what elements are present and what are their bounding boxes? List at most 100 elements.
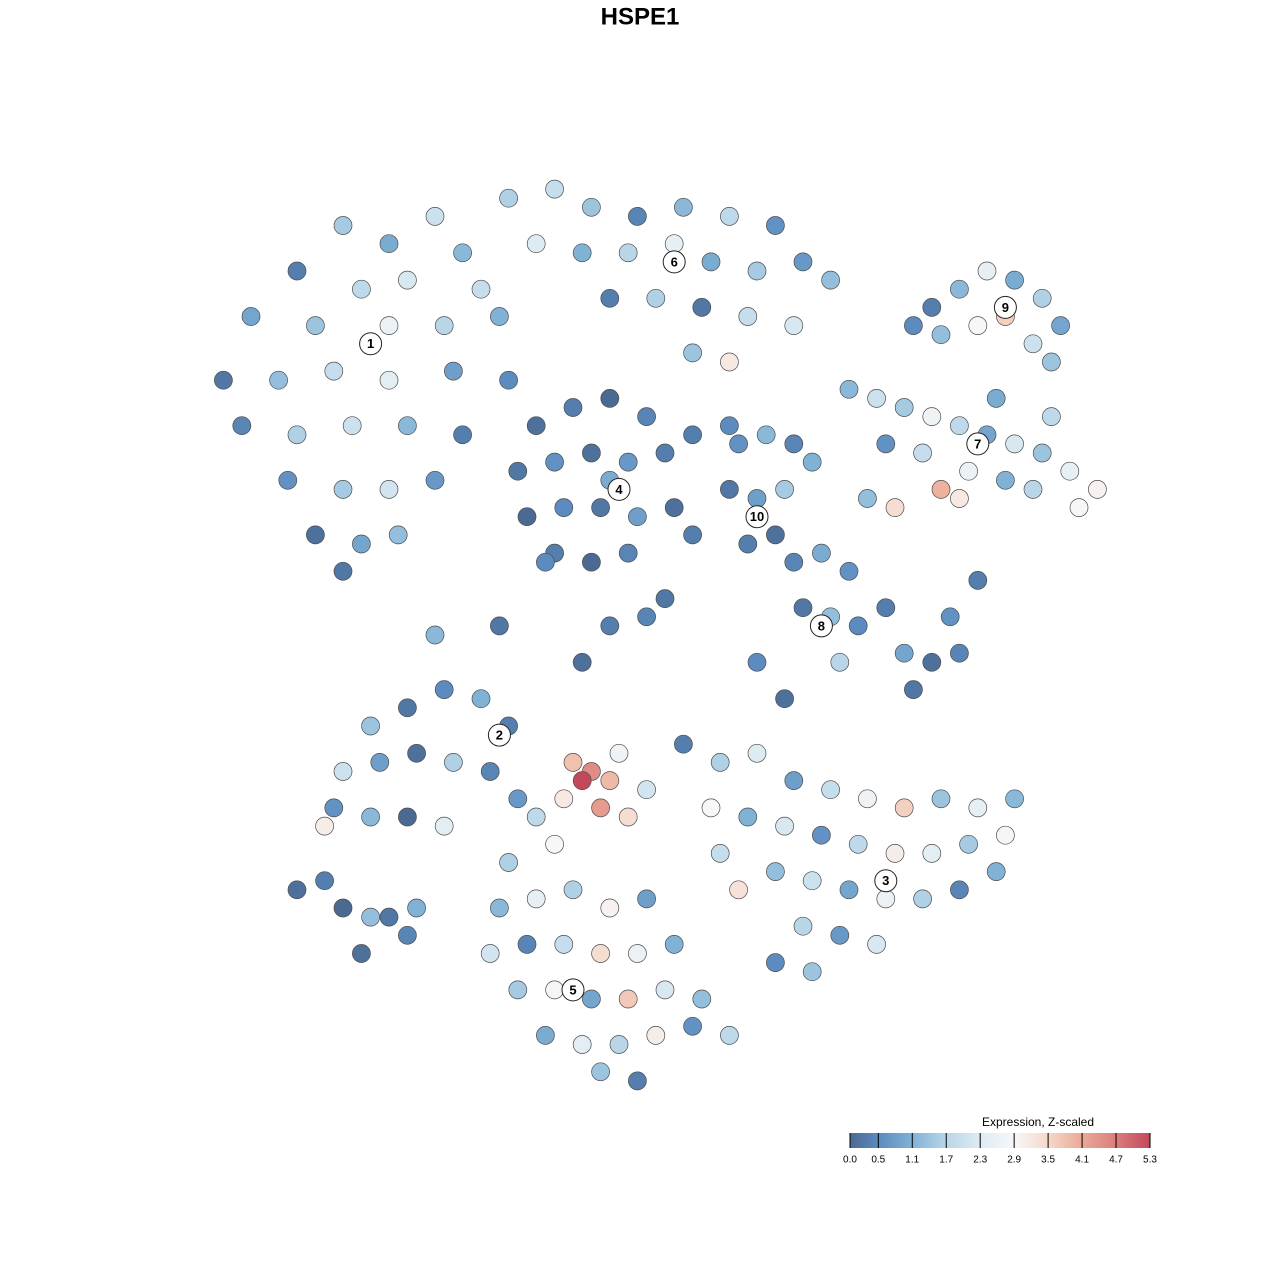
point [1023,334,1043,354]
point [490,898,509,918]
point [600,616,620,636]
point [554,935,574,954]
point [545,980,564,1000]
point [922,652,942,672]
point [1042,407,1061,426]
point [720,416,739,436]
point [600,771,620,790]
point [600,389,620,408]
colorbar-title: Expression, Z-scaled [982,1115,1094,1129]
point [1005,270,1024,290]
point [738,534,758,554]
point [922,844,942,863]
point [572,652,592,672]
point [618,452,638,472]
point [453,425,472,445]
point [407,898,426,918]
point [968,571,988,590]
point [342,416,362,436]
point [922,298,942,317]
colorbar-tick-label: 4.1 [1075,1155,1089,1166]
point [618,243,638,263]
point [839,561,859,581]
point [637,780,656,800]
colorbar: Expression, Z-scaled 0.0 0.5 1.1 1.7 2.3 2.9 3… [843,1115,1157,1165]
point [646,288,666,308]
point [720,480,739,499]
point [536,1026,555,1045]
point [766,953,785,972]
colorbar-tick-label: 3.5 [1041,1155,1055,1166]
point [545,834,564,854]
cluster-label: 7 [974,436,981,451]
point [471,689,491,709]
point [784,316,804,335]
cluster-badge [662,250,686,274]
point [333,216,353,235]
point [904,316,923,335]
point [674,734,693,754]
cluster-badge [966,432,990,456]
cluster-badge [561,978,585,1002]
point [674,197,693,217]
point [729,434,748,454]
point [802,962,822,982]
cluster-label: 4 [615,482,623,497]
point [692,298,712,317]
point [720,1026,739,1045]
point [444,361,463,381]
point [637,607,656,627]
point [756,425,776,445]
colorbar-tick-label: 1.1 [905,1155,919,1166]
point [554,498,574,517]
point [913,889,932,909]
point [683,425,702,445]
point [793,598,813,618]
point [572,243,592,263]
point [563,880,583,900]
point [609,1035,629,1054]
point [913,443,932,463]
point [591,798,610,818]
point [996,825,1015,845]
point [425,207,445,226]
point [885,498,905,517]
point [977,261,997,281]
point [996,470,1015,490]
point [232,416,252,436]
point [379,316,399,335]
point [1069,498,1089,517]
point [738,807,758,827]
point [747,652,767,672]
point [738,307,758,326]
point [950,489,969,508]
point [545,179,564,199]
point [582,552,601,572]
point [278,470,298,490]
point [315,871,334,891]
point [361,907,380,927]
point [490,307,509,326]
point [959,834,978,854]
point [379,480,399,499]
point [710,844,730,863]
point [848,616,868,636]
point [775,480,794,499]
point [618,807,638,827]
point [839,880,859,900]
point [517,507,537,527]
point [720,207,739,226]
point [720,352,739,372]
point [885,844,905,863]
point [398,270,417,290]
point [499,188,518,208]
cluster-label: 2 [496,728,503,743]
point [950,416,969,436]
point [701,252,721,272]
point [664,935,684,954]
colorbar-tick-label: 0.0 [843,1155,857,1166]
point [858,789,877,809]
point [425,470,445,490]
point [894,798,914,818]
point [324,361,344,381]
